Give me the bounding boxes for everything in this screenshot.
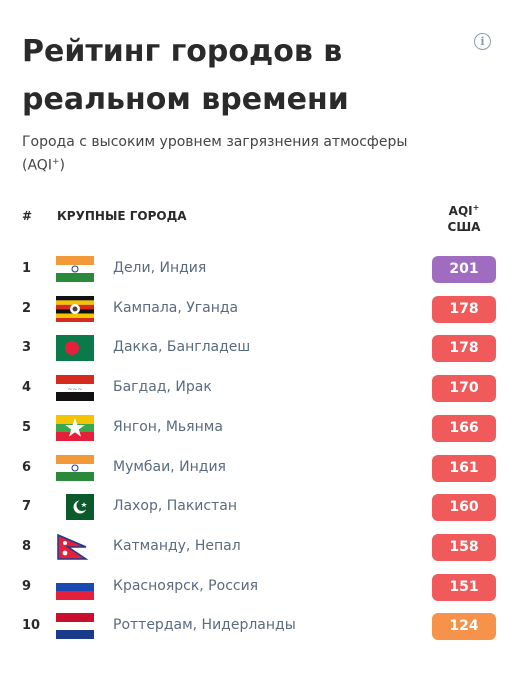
netherlands-flag-icon — [56, 613, 94, 640]
table-row[interactable]: 5 Янгон, Мьянма 166 — [0, 409, 517, 449]
russia-flag-icon — [56, 573, 94, 600]
city-name[interactable]: Дакка, Бангладеш — [113, 339, 251, 356]
aqi-header-country: США — [447, 220, 481, 234]
city-name[interactable]: Янгон, Мьянма — [113, 418, 223, 435]
aqi-badge: 201 — [432, 256, 496, 283]
rank-number: 10 — [22, 618, 41, 634]
uganda-flag-icon — [56, 295, 94, 322]
pakistan-flag-icon — [56, 494, 94, 521]
aqi-header-plus: + — [472, 203, 480, 212]
table-row[interactable]: 6 Мумбаи, Индия 161 — [0, 449, 517, 489]
aqi-badge: 178 — [432, 295, 496, 323]
table-row[interactable]: 9 Красноярск, Россия 151 — [0, 568, 517, 608]
rank-number: 3 — [22, 340, 32, 356]
city-name[interactable]: Катманду, Непал — [113, 537, 241, 554]
table-row[interactable]: 7 Лахор, Пакистан 160 — [0, 488, 517, 528]
aqi-badge: 151 — [432, 573, 496, 601]
iraq-flag-icon: ~~~ — [56, 375, 94, 402]
column-header-city: КРУПНЫЕ ГОРОДА — [57, 209, 187, 223]
page-subtitle: Города с высоким уровнем загрязнения атм… — [22, 132, 422, 176]
rank-number: 6 — [22, 459, 32, 475]
rank-number: 5 — [22, 419, 32, 435]
svg-text:~~~: ~~~ — [67, 386, 82, 393]
myanmar-flag-icon — [56, 414, 94, 441]
subtitle-close: ) — [59, 157, 65, 174]
rank-number: 9 — [22, 578, 32, 594]
india-flag-icon — [56, 256, 94, 282]
aqi-badge: 160 — [432, 494, 496, 522]
rank-number: 7 — [22, 499, 32, 515]
bangladesh-flag-icon — [56, 335, 94, 362]
rank-number: 1 — [22, 261, 32, 276]
india-flag-icon — [56, 454, 94, 481]
table-row[interactable]: 4 ~~~ Багдад, Ирак 170 — [0, 369, 517, 409]
table-row[interactable]: 10 Роттердам, Нидерланды 124 — [0, 607, 517, 647]
city-name[interactable]: Мумбаи, Индия — [113, 458, 226, 475]
table-row[interactable]: 2 Кампала, Уганда 178 — [0, 290, 517, 330]
table-row[interactable]: 8 Катманду, Непал 158 — [0, 528, 517, 568]
aqi-header-label: AQI — [448, 204, 473, 218]
city-name[interactable]: Багдад, Ирак — [113, 379, 212, 396]
aqi-badge: 170 — [432, 375, 496, 403]
nepal-flag-icon — [56, 533, 94, 560]
city-name[interactable]: Кампала, Уганда — [113, 299, 239, 316]
aqi-badge: 158 — [432, 533, 496, 561]
subtitle-plus: + — [51, 157, 60, 167]
aqi-badge: 161 — [432, 454, 496, 482]
aqi-badge: 178 — [432, 335, 496, 363]
aqi-badge: 124 — [432, 613, 496, 641]
city-name[interactable]: Дели, Индия — [113, 260, 207, 276]
column-header-rank: # — [22, 209, 33, 223]
table-row[interactable]: 1 Дели, Индия 201 — [0, 250, 517, 290]
rank-number: 2 — [22, 300, 32, 316]
table-row[interactable]: 3 Дакка, Бангладеш 178 — [0, 329, 517, 369]
rank-number: 4 — [22, 380, 32, 396]
city-name[interactable]: Роттердам, Нидерланды — [113, 617, 296, 634]
info-icon[interactable]: i — [474, 33, 491, 50]
subtitle-text: Города с высоким уровнем загрязнения атм… — [22, 134, 408, 174]
city-name[interactable]: Лахор, Пакистан — [113, 498, 237, 515]
page-title: Рейтинг городов в реальном времени — [22, 34, 349, 117]
column-header-aqi: AQI+ США — [432, 200, 496, 235]
rank-number: 8 — [22, 538, 32, 554]
city-name[interactable]: Красноярск, Россия — [113, 577, 259, 594]
aqi-badge: 166 — [432, 414, 496, 442]
